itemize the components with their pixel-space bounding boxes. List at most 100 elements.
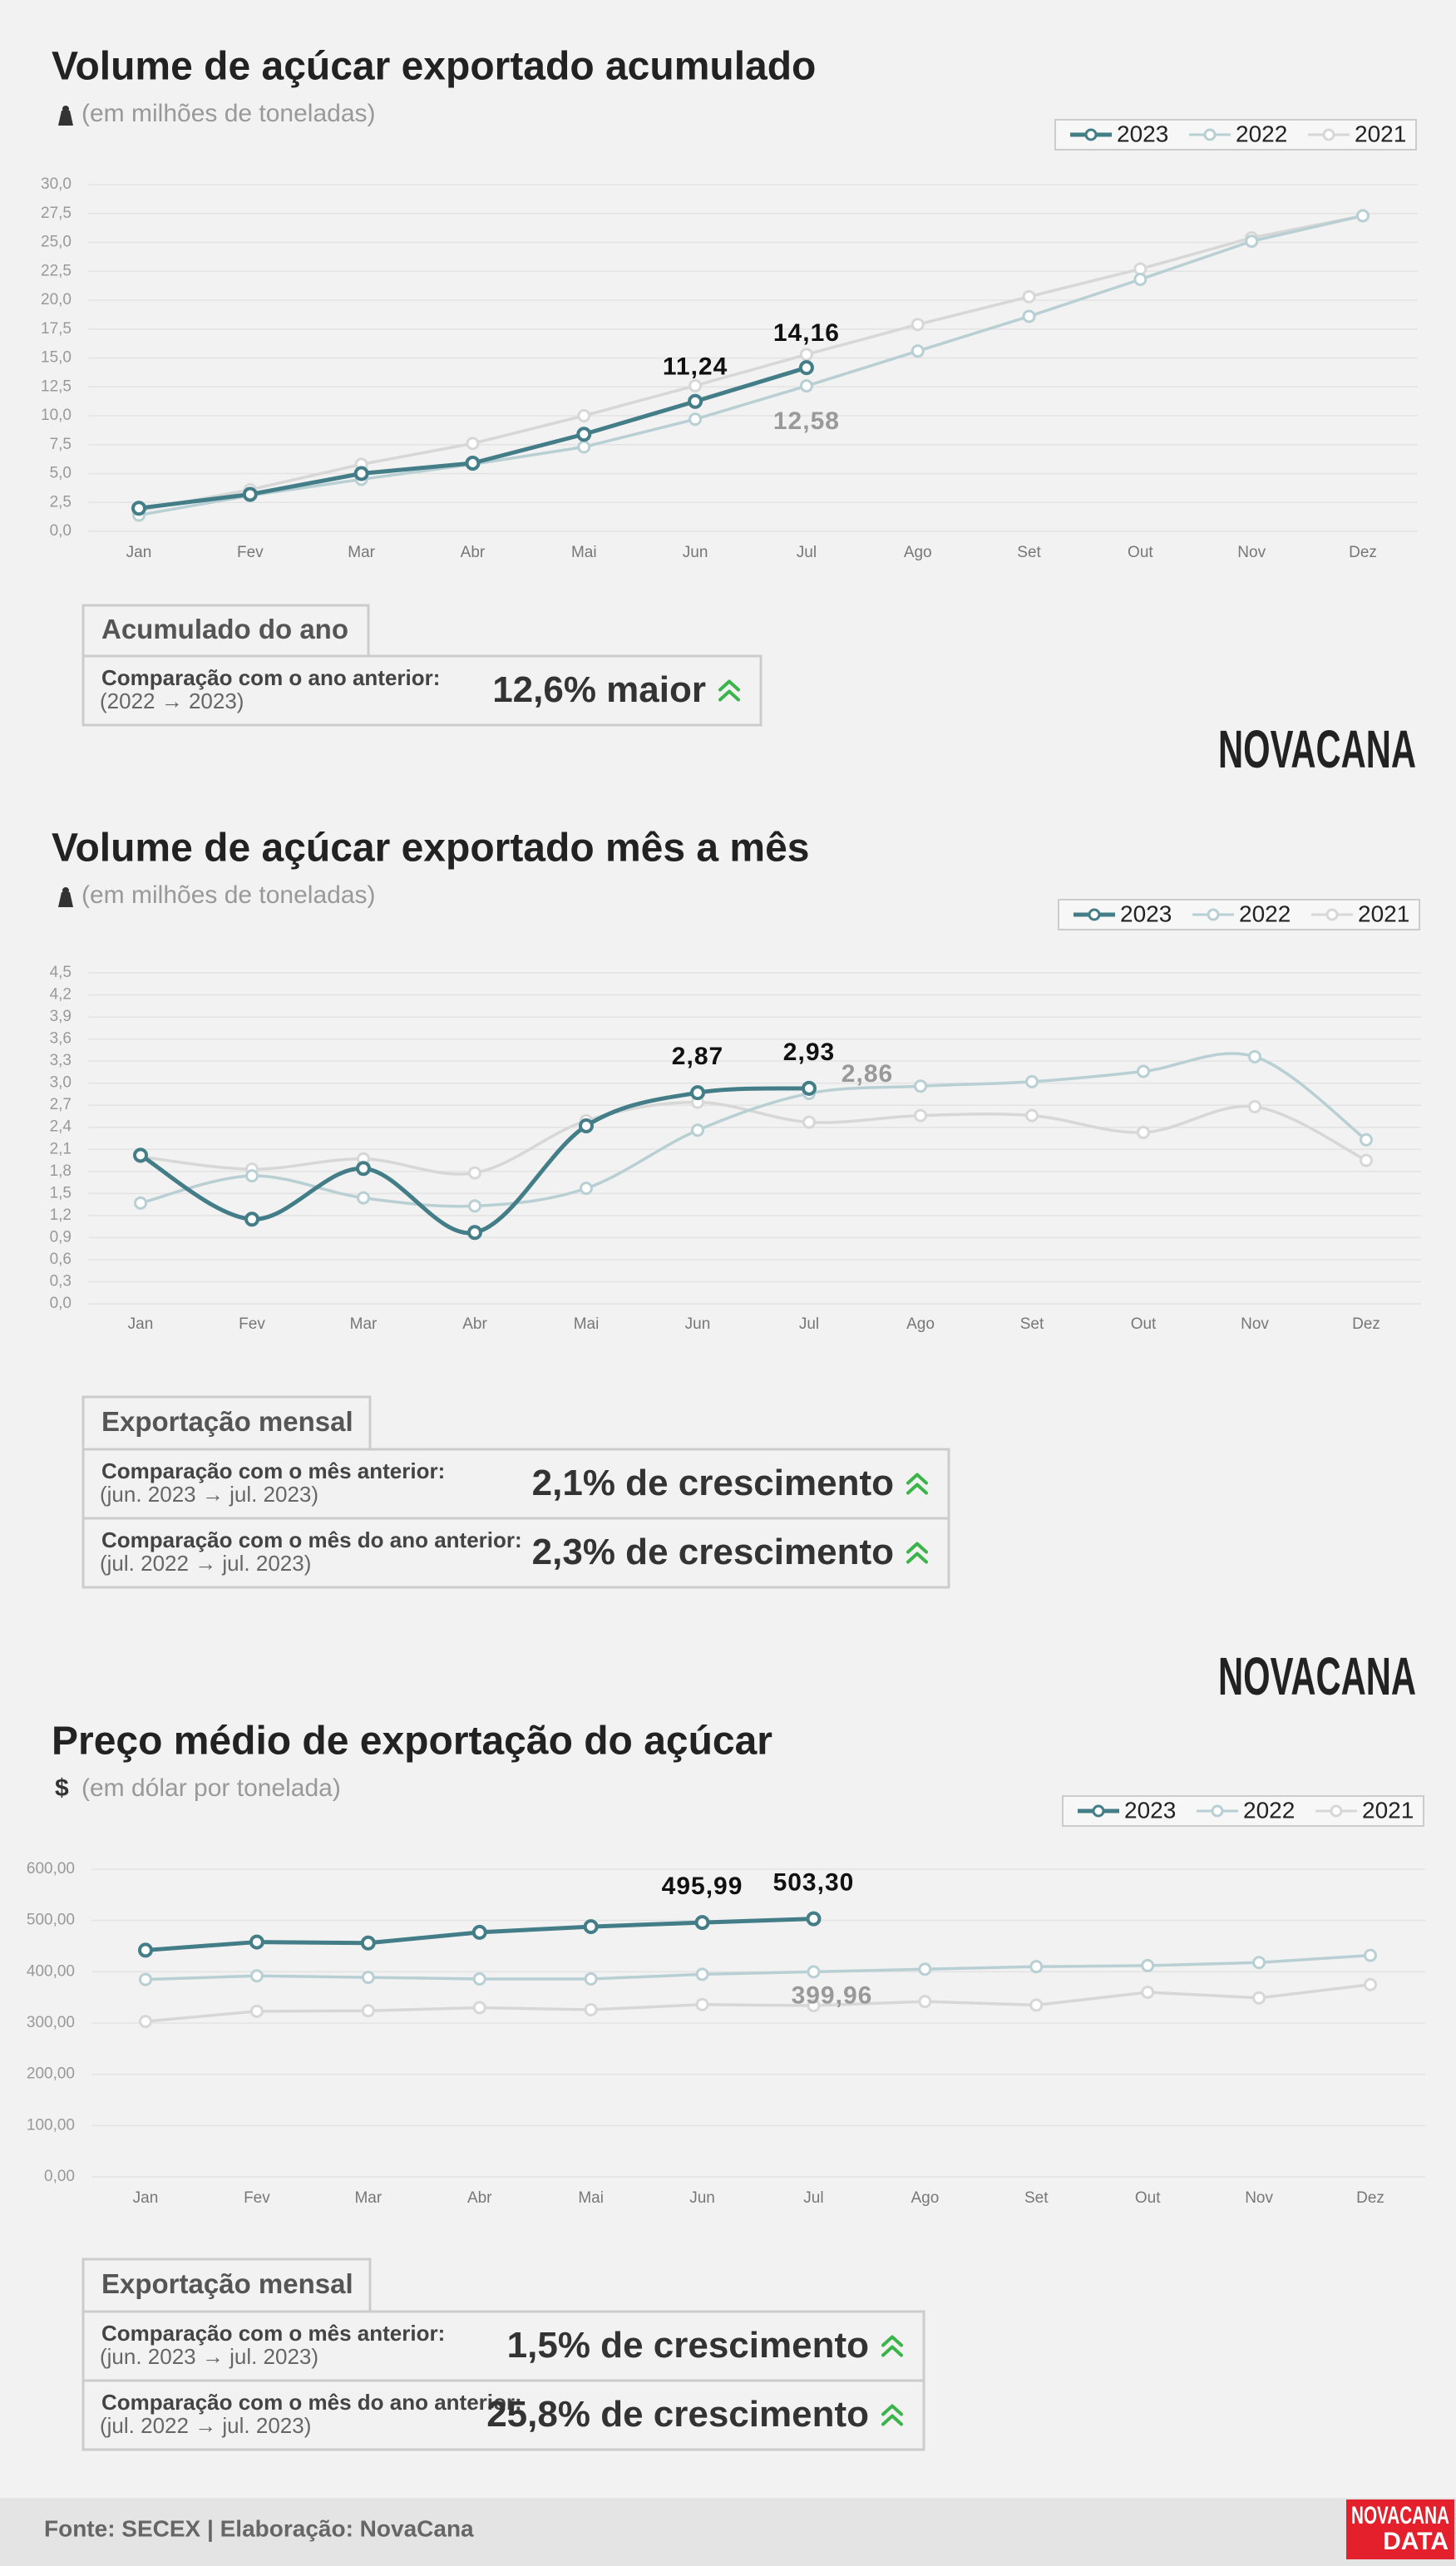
data-point xyxy=(131,501,146,516)
panel-row xyxy=(81,1448,950,1520)
panel-title: Exportação mensal xyxy=(101,1406,353,1437)
x-tick-label: Set xyxy=(1020,1315,1044,1333)
legend-label: 2023 xyxy=(1120,901,1172,926)
data-point xyxy=(802,1115,816,1129)
weight-icon xyxy=(58,106,73,126)
y-tick-label: 15,0 xyxy=(41,349,72,367)
data-label: 399,96 xyxy=(792,1981,873,2009)
data-point xyxy=(580,1182,593,1196)
data-point xyxy=(807,1965,821,1979)
y-tick-label: 0,6 xyxy=(50,1251,72,1268)
data-point xyxy=(1022,289,1036,303)
data-point xyxy=(356,1161,371,1177)
legend-marker xyxy=(1322,128,1335,141)
data-point xyxy=(1248,1099,1261,1113)
logo: NOVACANA xyxy=(1218,1646,1416,1706)
data-point xyxy=(1245,234,1259,249)
data-point xyxy=(918,1995,932,2009)
data-point xyxy=(584,1971,598,1986)
y-tick-label: 0,0 xyxy=(50,1295,72,1312)
footer-logo-text: DATA xyxy=(1383,2528,1449,2555)
series-line xyxy=(145,1953,1371,1981)
x-tick-label: Abr xyxy=(467,2189,492,2207)
x-tick-label: Dez xyxy=(1356,2189,1384,2207)
data-point xyxy=(802,1080,817,1096)
legend-marker xyxy=(1203,128,1217,141)
x-tick-label: Set xyxy=(1024,2189,1049,2207)
row-period: (2022 → 2023) xyxy=(100,688,244,713)
x-tick-label: Out xyxy=(1135,2189,1161,2207)
row-period: (jun. 2023 → jul. 2023) xyxy=(100,1482,318,1507)
legend-marker xyxy=(1330,1804,1343,1818)
y-tick-label: 100,00 xyxy=(27,2116,75,2134)
data-point xyxy=(138,1942,153,1958)
row-label: Comparação com o ano anterior: xyxy=(101,665,440,690)
x-tick-label: Jul xyxy=(797,544,817,561)
data-point xyxy=(249,1969,264,1983)
y-tick-label: 0,00 xyxy=(44,2168,75,2185)
data-point xyxy=(465,455,481,471)
y-tick-label: 600,00 xyxy=(27,1860,75,1878)
x-tick-label: Jun xyxy=(683,544,708,561)
x-tick-label: Jan xyxy=(133,2189,159,2207)
x-tick-label: Out xyxy=(1128,544,1153,561)
chart-subtitle: (em milhões de toneladas) xyxy=(81,881,376,909)
x-tick-label: Jan xyxy=(128,1315,154,1333)
legend-marker xyxy=(1088,908,1101,921)
legend-marker xyxy=(1092,1804,1105,1818)
panel-row xyxy=(81,1517,950,1589)
data-point xyxy=(1360,1153,1373,1167)
row-period: (jul. 2022 → jul. 2023) xyxy=(100,2413,311,2438)
data-point xyxy=(361,1971,375,1985)
data-point xyxy=(242,486,258,502)
panel-row xyxy=(81,2310,925,2382)
y-tick-label: 20,0 xyxy=(41,291,72,308)
y-tick-label: 4,2 xyxy=(50,986,72,1004)
row-period: (jun. 2023 → jul. 2023) xyxy=(100,2344,318,2369)
data-point xyxy=(577,440,591,454)
row-label: Comparação com o mês do ano anterior: xyxy=(101,2390,522,2415)
data-point xyxy=(1025,1108,1039,1123)
data-point xyxy=(1356,209,1370,223)
x-tick-label: Fev xyxy=(237,544,264,561)
y-tick-label: 400,00 xyxy=(27,1962,75,1980)
data-point xyxy=(798,360,814,376)
x-tick-label: Dez xyxy=(1349,544,1377,561)
x-tick-label: Ago xyxy=(906,1315,935,1333)
y-tick-label: 3,0 xyxy=(50,1074,72,1092)
data-point xyxy=(576,427,592,442)
up-chevron xyxy=(718,679,740,702)
data-point xyxy=(1252,1991,1266,2005)
data-point xyxy=(357,1191,370,1205)
x-tick-label: Set xyxy=(1017,544,1041,561)
y-tick-label: 500,00 xyxy=(27,1912,75,1929)
x-tick-label: Mar xyxy=(350,1315,378,1333)
y-tick-label: 25,0 xyxy=(41,234,72,251)
data-label: 11,24 xyxy=(663,353,728,381)
data-label: 2,87 xyxy=(672,1043,723,1070)
up-chevron xyxy=(881,2404,903,2426)
y-tick-label: 12,5 xyxy=(41,377,72,395)
data-point xyxy=(1137,1064,1150,1078)
legend-label: 2021 xyxy=(1355,121,1406,146)
panel-row xyxy=(81,654,763,727)
chart-title: Volume de açúcar exportado acumulado xyxy=(52,45,816,89)
y-tick-label: 300,00 xyxy=(27,2014,75,2031)
y-tick-label: 17,5 xyxy=(41,320,72,338)
data-point xyxy=(688,393,703,409)
y-tick-label: 30,0 xyxy=(41,175,72,193)
data-point xyxy=(468,1199,481,1213)
data-point xyxy=(584,2002,598,2016)
data-point xyxy=(579,1118,594,1133)
legend-marker xyxy=(1211,1804,1224,1818)
up-chevron xyxy=(906,1473,928,1495)
data-point xyxy=(689,412,703,427)
data-point xyxy=(1141,1958,1155,1972)
y-tick-label: 3,9 xyxy=(50,1008,72,1025)
data-point xyxy=(361,2004,375,2018)
logo: NOVACANA xyxy=(1218,719,1416,779)
x-tick-label: Nov xyxy=(1245,2189,1273,2207)
data-point xyxy=(467,1225,482,1241)
